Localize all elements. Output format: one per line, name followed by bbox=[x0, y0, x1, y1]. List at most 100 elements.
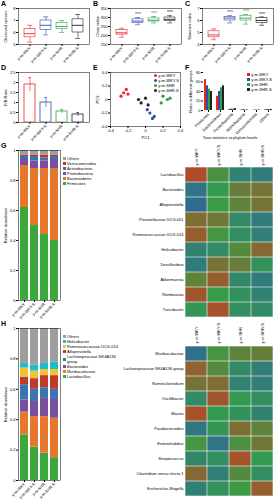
svg-text:Clostridium sensu stricto 1: Clostridium sensu stricto 1 bbox=[137, 471, 185, 476]
svg-text:7: 7 bbox=[197, 6, 200, 11]
svg-text:0: 0 bbox=[144, 128, 147, 133]
svg-text:Turicibacter: Turicibacter bbox=[163, 307, 184, 312]
svg-text:PC2: PC2 bbox=[95, 95, 100, 104]
svg-text:Lachnospiraceae NK4A136 group: Lachnospiraceae NK4A136 group bbox=[123, 366, 184, 371]
svg-text:***: *** bbox=[227, 9, 233, 15]
svg-text:y-m-SHR: y-m-SHR bbox=[140, 46, 155, 61]
svg-text:8: 8 bbox=[13, 6, 16, 11]
svg-text:0.2: 0.2 bbox=[102, 83, 108, 88]
svg-text:Lactobacillus: Lactobacillus bbox=[160, 172, 183, 177]
svg-text:0: 0 bbox=[198, 108, 201, 113]
svg-text:Enterorhabdus: Enterorhabdus bbox=[157, 441, 183, 446]
svg-text:y-m-SHR: y-m-SHR bbox=[48, 46, 63, 61]
svg-text:2: 2 bbox=[13, 80, 16, 85]
svg-text:Alloprevotella: Alloprevotella bbox=[159, 202, 184, 207]
svg-text:-0.2: -0.2 bbox=[101, 110, 109, 115]
svg-text:***: *** bbox=[151, 10, 157, 16]
svg-text:7: 7 bbox=[13, 18, 16, 23]
svg-text:y-m-WKY-S: y-m-WKY-S bbox=[121, 45, 139, 63]
svg-text:y-m-SHR: y-m-SHR bbox=[238, 327, 243, 344]
svg-text:300: 300 bbox=[101, 15, 108, 20]
svg-text:0.6: 0.6 bbox=[10, 387, 16, 392]
svg-text:0.2: 0.2 bbox=[10, 268, 16, 273]
svg-text:80: 80 bbox=[196, 70, 201, 75]
svg-text:0.5: 0.5 bbox=[10, 110, 16, 115]
svg-text:Prevotellaceae UCG-001: Prevotellaceae UCG-001 bbox=[139, 217, 184, 222]
svg-text:0: 0 bbox=[105, 97, 108, 102]
svg-text:***: *** bbox=[167, 9, 173, 15]
svg-text:Ruminococcaceae UCG-014: Ruminococcaceae UCG-014 bbox=[133, 232, 185, 237]
svg-text:6: 6 bbox=[13, 30, 16, 35]
svg-text:60: 60 bbox=[196, 79, 201, 84]
svg-text:Others: Others bbox=[258, 112, 270, 124]
svg-text:Verrucomicrobia: Verrucomicrobia bbox=[234, 111, 259, 136]
svg-text:Romboutsia: Romboutsia bbox=[162, 292, 184, 297]
svg-text:0.2: 0.2 bbox=[160, 128, 166, 133]
svg-text:0.4: 0.4 bbox=[10, 238, 16, 243]
svg-text:0: 0 bbox=[13, 298, 16, 303]
svg-text:y-m-SHR-S: y-m-SHR-S bbox=[38, 301, 56, 319]
svg-text:40: 40 bbox=[196, 89, 201, 94]
svg-text:0: 0 bbox=[13, 120, 16, 125]
svg-text:y-m-WKY: y-m-WKY bbox=[194, 326, 199, 343]
svg-text:Ruminiclostridium: Ruminiclostridium bbox=[152, 381, 184, 386]
svg-text:5: 5 bbox=[13, 42, 16, 47]
svg-text:y-m-SHR-S: y-m-SHR-S bbox=[38, 481, 56, 499]
svg-text:Observed species: Observed species bbox=[3, 10, 8, 42]
svg-text:Relative abundance: Relative abundance bbox=[3, 386, 8, 422]
svg-text:y-m-WKY-S: y-m-WKY-S bbox=[216, 322, 221, 343]
svg-text:y-m-SHR-S: y-m-SHR-S bbox=[62, 123, 80, 141]
svg-text:2.5: 2.5 bbox=[10, 70, 16, 75]
svg-text:-0.2: -0.2 bbox=[125, 128, 133, 133]
svg-text:350: 350 bbox=[101, 6, 108, 11]
svg-text:Desulfovibrio: Desulfovibrio bbox=[160, 262, 184, 267]
svg-text:4: 4 bbox=[197, 42, 200, 47]
svg-text:Chao index: Chao index bbox=[95, 16, 100, 36]
svg-text:y-m-WKY-S: y-m-WKY-S bbox=[29, 45, 47, 63]
svg-text:y-m-SHR-S: y-m-SHR-S bbox=[260, 145, 265, 166]
svg-text:***: *** bbox=[243, 8, 249, 14]
svg-text:y-m-SHR-S: y-m-SHR-S bbox=[260, 323, 265, 344]
svg-text:0.6: 0.6 bbox=[10, 208, 16, 213]
svg-text:0.2: 0.2 bbox=[10, 447, 16, 452]
svg-text:y-m-SHR-S: y-m-SHR-S bbox=[154, 45, 172, 63]
svg-text:y-m-SHR-S: y-m-SHR-S bbox=[62, 45, 80, 63]
svg-text:F/B Ratio: F/B Ratio bbox=[3, 88, 8, 105]
svg-text:Relative abundance: Relative abundance bbox=[3, 207, 8, 243]
svg-text:1: 1 bbox=[13, 148, 16, 153]
svg-text:6: 6 bbox=[197, 18, 200, 23]
svg-text:Oscillibacter: Oscillibacter bbox=[162, 396, 184, 401]
svg-text:0: 0 bbox=[13, 478, 16, 483]
svg-text:y-m-SHR-S: y-m-SHR-S bbox=[246, 45, 264, 63]
svg-text:Escherichia-Shigella: Escherichia-Shigella bbox=[147, 486, 184, 491]
svg-text:0.8: 0.8 bbox=[10, 356, 16, 361]
svg-text:5: 5 bbox=[197, 30, 200, 35]
svg-text:Muribaculaceae: Muribaculaceae bbox=[155, 351, 184, 356]
svg-text:y-m-WKY: y-m-WKY bbox=[194, 148, 199, 165]
svg-text:Streptococcus: Streptococcus bbox=[158, 456, 183, 461]
svg-text:150: 150 bbox=[101, 42, 108, 47]
svg-text:y-m-SHR: y-m-SHR bbox=[232, 46, 247, 61]
svg-text:y-m-SHR: y-m-SHR bbox=[48, 124, 63, 139]
svg-text:Shannon index: Shannon index bbox=[187, 13, 192, 40]
svg-text:-0.4: -0.4 bbox=[107, 128, 115, 133]
svg-text:Parabacteroides: Parabacteroides bbox=[154, 426, 183, 431]
svg-text:PC1: PC1 bbox=[142, 135, 151, 140]
svg-text:1: 1 bbox=[13, 100, 16, 105]
svg-text:Helicobacter: Helicobacter bbox=[161, 247, 184, 252]
svg-text:Ratio in different groups: Ratio in different groups bbox=[188, 70, 193, 112]
svg-text:***: *** bbox=[259, 11, 265, 17]
svg-text:Bacteroides: Bacteroides bbox=[162, 187, 183, 192]
svg-text:Blautia: Blautia bbox=[171, 411, 184, 416]
svg-text:20: 20 bbox=[196, 98, 201, 103]
svg-text:0.4: 0.4 bbox=[10, 417, 16, 422]
svg-text:y-m-SHR: y-m-SHR bbox=[238, 149, 243, 166]
svg-text:1: 1 bbox=[13, 326, 16, 331]
svg-text:1.5: 1.5 bbox=[10, 90, 16, 95]
svg-text:***: *** bbox=[135, 11, 141, 17]
svg-text:y-m-WKY-S: y-m-WKY-S bbox=[213, 45, 231, 63]
svg-text:y-m-WKY-S: y-m-WKY-S bbox=[216, 144, 221, 165]
svg-text:200: 200 bbox=[101, 33, 108, 38]
svg-text:250: 250 bbox=[101, 24, 108, 29]
svg-text:0.8: 0.8 bbox=[10, 178, 16, 183]
